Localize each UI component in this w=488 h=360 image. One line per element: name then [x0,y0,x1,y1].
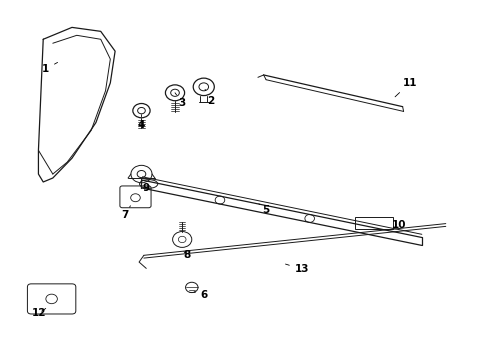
Text: 4: 4 [138,114,145,130]
Text: 6: 6 [194,290,207,300]
Text: 10: 10 [391,220,406,230]
Text: 1: 1 [42,62,58,74]
Text: 13: 13 [285,264,308,274]
Text: 2: 2 [204,89,214,106]
Text: 9: 9 [141,179,149,193]
Text: 12: 12 [32,308,46,318]
Text: 8: 8 [183,250,190,260]
Text: 11: 11 [394,78,416,97]
Text: 7: 7 [121,206,130,220]
Text: 5: 5 [258,204,269,215]
Text: 3: 3 [175,93,185,108]
